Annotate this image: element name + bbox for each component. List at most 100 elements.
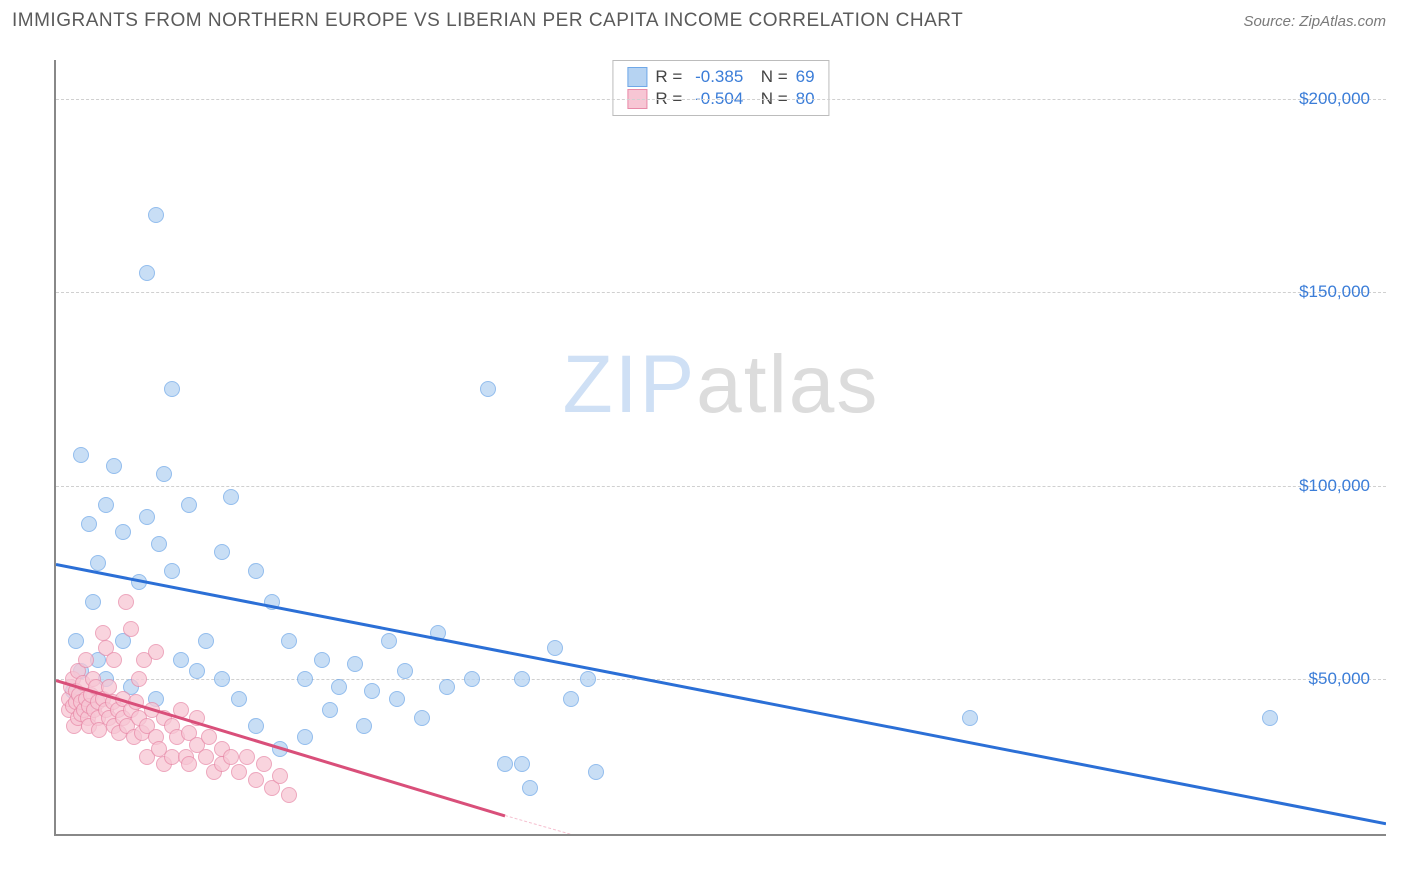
scatter-point-series1 (223, 489, 239, 505)
scatter-point-series1 (90, 555, 106, 571)
x-tick-stub (987, 834, 988, 836)
x-tick-stub (1120, 834, 1121, 836)
x-tick-stub (721, 834, 722, 836)
scatter-point-series1 (314, 652, 330, 668)
scatter-point-series1 (347, 656, 363, 672)
scatter-point-series2 (256, 756, 272, 772)
scatter-point-series1 (962, 710, 978, 726)
x-tick-stub (189, 834, 190, 836)
scatter-point-series2 (223, 749, 239, 765)
scatter-point-series1 (248, 718, 264, 734)
scatter-point-series1 (381, 633, 397, 649)
scatter-point-series2 (201, 729, 217, 745)
scatter-point-series1 (563, 691, 579, 707)
scatter-point-series1 (139, 265, 155, 281)
x-tick-stub (455, 834, 456, 836)
scatter-point-series1 (68, 633, 84, 649)
scatter-point-series1 (189, 663, 205, 679)
gridline-horizontal (56, 486, 1386, 487)
scatter-point-series1 (1262, 710, 1278, 726)
plot-area: Per Capita Income ZIPatlas 0.0% 80.0% R … (54, 60, 1386, 836)
scatter-point-series1 (297, 729, 313, 745)
stats-swatch-1 (627, 67, 647, 87)
scatter-point-series1 (364, 683, 380, 699)
scatter-point-series1 (98, 497, 114, 513)
scatter-point-series1 (522, 780, 538, 796)
scatter-point-series1 (73, 447, 89, 463)
y-tick-label: $200,000 (1299, 89, 1370, 109)
stats-row-series1: R = -0.385 N = 69 (627, 67, 814, 87)
watermark: ZIPatlas (563, 338, 880, 432)
scatter-point-series1 (297, 671, 313, 687)
scatter-point-series2 (272, 768, 288, 784)
scatter-point-series1 (397, 663, 413, 679)
gridline-horizontal (56, 292, 1386, 293)
watermark-zip: ZIP (563, 339, 697, 430)
y-tick-label: $100,000 (1299, 476, 1370, 496)
scatter-point-series1 (164, 563, 180, 579)
scatter-point-series1 (439, 679, 455, 695)
scatter-point-series1 (85, 594, 101, 610)
chart-container: Per Capita Income ZIPatlas 0.0% 80.0% R … (10, 46, 1396, 882)
scatter-point-series1 (106, 458, 122, 474)
scatter-point-series2 (131, 671, 147, 687)
scatter-point-series2 (181, 756, 197, 772)
stats-r-value-1: -0.385 (695, 67, 743, 87)
scatter-point-series1 (214, 671, 230, 687)
y-tick-label: $50,000 (1309, 669, 1370, 689)
scatter-point-series1 (414, 710, 430, 726)
y-tick-label: $150,000 (1299, 282, 1370, 302)
scatter-point-series2 (123, 621, 139, 637)
chart-title: IMMIGRANTS FROM NORTHERN EUROPE VS LIBER… (12, 10, 963, 32)
scatter-point-series2 (231, 764, 247, 780)
correlation-stats-box: R = -0.385 N = 69 R = -0.504 N = 80 (612, 60, 829, 116)
scatter-point-series2 (198, 749, 214, 765)
gridline-horizontal (56, 679, 1386, 680)
stats-r-label: R = (655, 67, 687, 87)
scatter-point-series2 (148, 644, 164, 660)
scatter-point-series1 (173, 652, 189, 668)
scatter-point-series1 (181, 497, 197, 513)
scatter-point-series1 (248, 563, 264, 579)
scatter-point-series2 (281, 787, 297, 803)
scatter-point-series1 (151, 536, 167, 552)
scatter-point-series1 (115, 524, 131, 540)
chart-header: IMMIGRANTS FROM NORTHERN EUROPE VS LIBER… (0, 0, 1406, 38)
scatter-point-series1 (389, 691, 405, 707)
scatter-point-series1 (231, 691, 247, 707)
scatter-point-series1 (148, 207, 164, 223)
scatter-point-series1 (156, 466, 172, 482)
watermark-atlas: atlas (696, 339, 879, 430)
scatter-point-series1 (322, 702, 338, 718)
scatter-point-series1 (331, 679, 347, 695)
trendline-series2-extension (505, 815, 1386, 836)
scatter-point-series1 (356, 718, 372, 734)
scatter-point-series1 (164, 381, 180, 397)
scatter-point-series1 (514, 671, 530, 687)
x-tick-stub (854, 834, 855, 836)
scatter-point-series1 (281, 633, 297, 649)
scatter-point-series1 (580, 671, 596, 687)
scatter-point-series1 (588, 764, 604, 780)
scatter-point-series1 (514, 756, 530, 772)
scatter-point-series1 (547, 640, 563, 656)
scatter-point-series1 (81, 516, 97, 532)
scatter-point-series2 (239, 749, 255, 765)
x-tick-stub (322, 834, 323, 836)
scatter-point-series1 (214, 544, 230, 560)
stats-n-label: N = (751, 67, 787, 87)
scatter-point-series1 (198, 633, 214, 649)
chart-source: Source: ZipAtlas.com (1243, 13, 1386, 30)
scatter-point-series2 (95, 625, 111, 641)
scatter-point-series1 (497, 756, 513, 772)
scatter-point-series2 (118, 594, 134, 610)
scatter-point-series1 (480, 381, 496, 397)
scatter-point-series1 (139, 509, 155, 525)
x-tick-stub (588, 834, 589, 836)
gridline-horizontal (56, 99, 1386, 100)
scatter-point-series2 (106, 652, 122, 668)
scatter-point-series1 (464, 671, 480, 687)
stats-n-value-1: 69 (796, 67, 815, 87)
x-tick-stub (1253, 834, 1254, 836)
scatter-point-series2 (78, 652, 94, 668)
